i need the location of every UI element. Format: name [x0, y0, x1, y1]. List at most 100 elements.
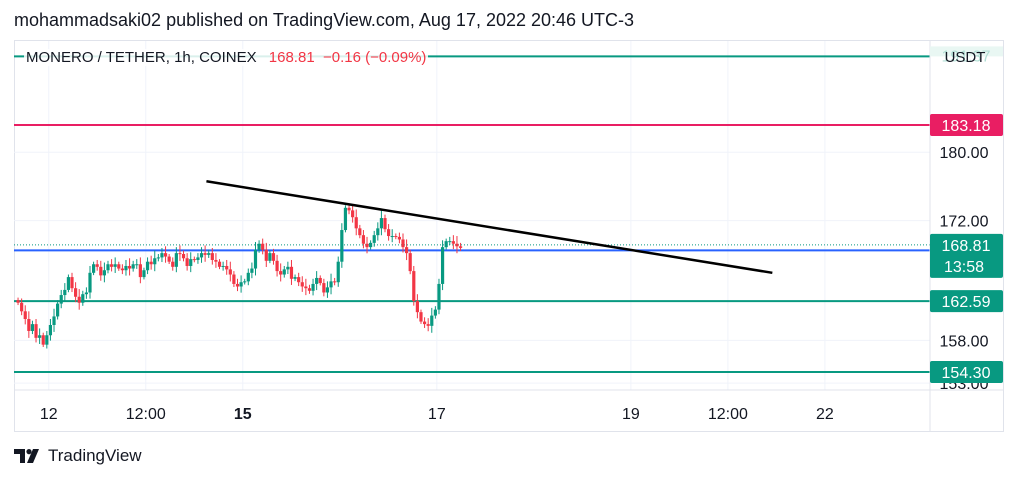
tag-green-level-low: 154.30	[930, 361, 1003, 384]
candle	[196, 253, 200, 264]
candle-body	[372, 235, 376, 243]
candle-body	[106, 264, 110, 271]
tag-green-level-low-bg	[930, 361, 1003, 384]
candle-body	[275, 260, 279, 272]
candle-body	[412, 271, 416, 302]
candle	[325, 281, 330, 298]
candle	[120, 264, 124, 275]
candle-body	[20, 302, 24, 312]
candle-body	[422, 321, 427, 325]
candle	[351, 204, 355, 223]
candle-body	[286, 266, 290, 270]
candle-body	[63, 289, 67, 296]
candle-body	[394, 236, 398, 238]
candle-body	[131, 264, 135, 269]
candle-body	[203, 253, 207, 255]
candle-body	[408, 253, 412, 272]
candle	[81, 290, 85, 306]
candle-body	[23, 311, 27, 320]
tradingview-logo[interactable]: TradingView	[14, 446, 142, 466]
candle	[27, 311, 31, 338]
candle-body	[70, 277, 74, 289]
candle	[38, 328, 42, 344]
candle-body	[41, 335, 45, 345]
candle	[174, 247, 178, 273]
last-price-label: 168.81	[942, 238, 991, 255]
candle-body	[250, 268, 254, 273]
candle-body	[167, 256, 171, 262]
candle-body	[268, 253, 272, 261]
grid	[14, 41, 930, 390]
candle-body	[300, 282, 304, 287]
candle	[448, 236, 452, 246]
candle	[56, 300, 60, 320]
candle	[307, 284, 312, 294]
candle-body	[117, 264, 121, 269]
candle-body	[145, 261, 150, 271]
candle	[340, 223, 344, 268]
candle	[52, 308, 56, 332]
candle	[394, 233, 398, 240]
candle-body	[289, 266, 294, 279]
candle	[156, 253, 160, 262]
candle-body	[329, 281, 333, 288]
candle-body	[354, 217, 358, 229]
trendline-layer	[206, 180, 773, 275]
candle	[135, 259, 139, 269]
tag-pale-label: 191.37	[942, 48, 991, 65]
x-tick-label: 12	[40, 406, 58, 423]
candle	[354, 209, 358, 236]
candle-body	[178, 253, 182, 255]
chart-frame[interactable]	[14, 40, 1004, 432]
last-price-tag: 168.81 13:58	[930, 233, 1003, 278]
candle-body	[358, 228, 362, 236]
tag-green-level-top: 191.37	[930, 46, 1003, 65]
candle	[246, 268, 250, 286]
candle	[419, 309, 423, 324]
candle	[369, 240, 373, 250]
candle-body	[149, 261, 153, 265]
candle	[329, 273, 333, 295]
candle	[66, 274, 71, 293]
candle-body	[351, 210, 355, 218]
candle	[404, 239, 409, 261]
candle	[23, 305, 27, 325]
candle-body	[257, 243, 261, 250]
candle	[160, 248, 164, 263]
candle-body	[113, 264, 117, 267]
symbol-legend[interactable]: MONERO / TETHER, 1h, COINEX 168.81 −0.16…	[24, 49, 429, 66]
candle	[250, 262, 254, 279]
candle	[171, 257, 175, 271]
candle	[433, 306, 437, 319]
candle-body	[448, 241, 452, 243]
tag-green-level-low-label: 154.30	[942, 365, 991, 382]
candle-body	[210, 253, 214, 260]
candle	[336, 256, 340, 287]
candle	[221, 261, 225, 271]
candle-body	[109, 264, 114, 267]
candle-body	[124, 265, 128, 271]
candle	[455, 236, 459, 254]
candle-body	[217, 261, 222, 267]
candle-body	[221, 265, 225, 267]
price-tags: 191.37183.18168.53162.59154.30USDT168.81…	[930, 46, 1003, 384]
candle-body	[228, 269, 232, 275]
candle	[379, 210, 384, 236]
candle-body	[81, 294, 85, 303]
candle	[102, 262, 106, 283]
candle	[149, 255, 153, 270]
candle	[163, 246, 168, 263]
candle-body	[102, 270, 106, 276]
x-tick-label: 12:00	[126, 406, 166, 423]
candle	[99, 260, 103, 281]
candle-body	[419, 312, 423, 322]
candle-body	[282, 269, 286, 275]
candle-body	[401, 239, 405, 248]
candle	[217, 259, 222, 270]
candle-body	[297, 277, 301, 283]
candle-body	[99, 266, 103, 276]
candle	[124, 259, 128, 276]
candle-body	[185, 258, 189, 266]
candle	[387, 224, 391, 241]
